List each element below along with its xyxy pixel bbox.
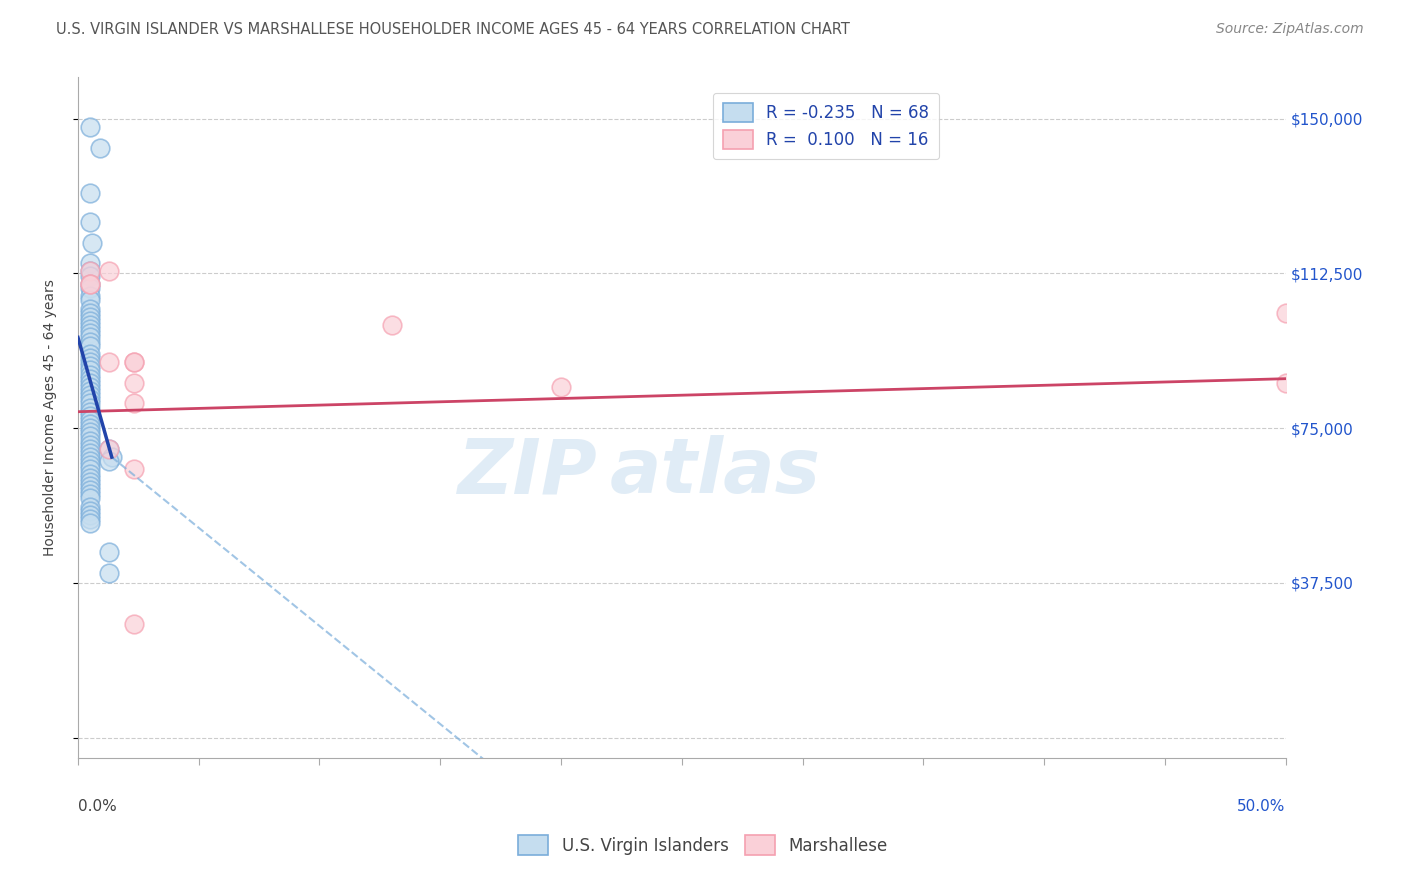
- Point: [1274, 306, 1296, 320]
- Point: [122, 617, 145, 632]
- Point: [79, 446, 101, 460]
- Point: [79, 388, 101, 402]
- Point: [79, 347, 101, 361]
- Point: [79, 215, 101, 229]
- Point: [79, 314, 101, 328]
- Point: [79, 429, 101, 443]
- Point: [79, 500, 101, 514]
- Point: [122, 462, 145, 476]
- Point: [100, 450, 122, 464]
- Point: [79, 186, 101, 200]
- Point: [79, 306, 101, 320]
- Point: [98, 355, 121, 369]
- Point: [79, 351, 101, 365]
- Point: [79, 442, 101, 456]
- Point: [79, 392, 101, 407]
- Point: [79, 289, 101, 303]
- Point: [79, 264, 101, 278]
- Point: [79, 256, 101, 270]
- Legend: U.S. Virgin Islanders, Marshallese: U.S. Virgin Islanders, Marshallese: [512, 829, 894, 862]
- Point: [98, 264, 121, 278]
- Point: [79, 475, 101, 489]
- Point: [98, 545, 121, 559]
- Point: [79, 301, 101, 316]
- Point: [79, 277, 101, 291]
- Point: [79, 425, 101, 440]
- Text: 50.0%: 50.0%: [1237, 799, 1285, 814]
- Point: [79, 421, 101, 435]
- Point: [79, 330, 101, 344]
- Point: [89, 140, 111, 154]
- Point: [550, 380, 572, 394]
- Point: [79, 462, 101, 476]
- Point: [79, 504, 101, 518]
- Point: [1274, 376, 1296, 390]
- Text: ZIP: ZIP: [457, 435, 598, 509]
- Point: [79, 405, 101, 419]
- Point: [79, 401, 101, 415]
- Point: [79, 516, 101, 530]
- Y-axis label: Householder Income Ages 45 - 64 years: Householder Income Ages 45 - 64 years: [44, 279, 58, 557]
- Point: [79, 508, 101, 522]
- Point: [79, 450, 101, 464]
- Point: [79, 318, 101, 332]
- Point: [79, 339, 101, 353]
- Point: [79, 372, 101, 386]
- Text: Source: ZipAtlas.com: Source: ZipAtlas.com: [1216, 22, 1364, 37]
- Point: [79, 322, 101, 336]
- Legend: R = -0.235   N = 68, R =  0.100   N = 16: R = -0.235 N = 68, R = 0.100 N = 16: [713, 93, 939, 160]
- Point: [79, 491, 101, 506]
- Text: 0.0%: 0.0%: [77, 799, 117, 814]
- Point: [79, 326, 101, 341]
- Point: [122, 396, 145, 410]
- Point: [79, 471, 101, 485]
- Point: [79, 363, 101, 377]
- Point: [79, 458, 101, 473]
- Point: [79, 334, 101, 349]
- Point: [79, 264, 101, 278]
- Point: [79, 293, 101, 308]
- Point: [79, 409, 101, 423]
- Point: [79, 368, 101, 382]
- Point: [79, 454, 101, 468]
- Point: [79, 384, 101, 398]
- Point: [79, 438, 101, 452]
- Point: [79, 359, 101, 374]
- Point: [79, 467, 101, 481]
- Point: [79, 434, 101, 448]
- Point: [98, 442, 121, 456]
- Text: atlas: atlas: [609, 435, 821, 509]
- Point: [98, 454, 121, 468]
- Text: U.S. VIRGIN ISLANDER VS MARSHALLESE HOUSEHOLDER INCOME AGES 45 - 64 YEARS CORREL: U.S. VIRGIN ISLANDER VS MARSHALLESE HOUS…: [56, 22, 851, 37]
- Point: [122, 355, 145, 369]
- Point: [79, 310, 101, 324]
- Point: [122, 376, 145, 390]
- Point: [79, 479, 101, 493]
- Point: [79, 277, 101, 291]
- Point: [79, 417, 101, 431]
- Point: [79, 277, 101, 291]
- Point: [98, 442, 121, 456]
- Point: [82, 235, 104, 250]
- Point: [79, 380, 101, 394]
- Point: [98, 566, 121, 580]
- Point: [79, 355, 101, 369]
- Point: [79, 512, 101, 526]
- Point: [122, 355, 145, 369]
- Point: [79, 413, 101, 427]
- Point: [79, 396, 101, 410]
- Point: [381, 318, 404, 332]
- Point: [79, 487, 101, 501]
- Point: [79, 281, 101, 295]
- Point: [79, 120, 101, 134]
- Point: [79, 483, 101, 497]
- Point: [79, 268, 101, 283]
- Point: [79, 376, 101, 390]
